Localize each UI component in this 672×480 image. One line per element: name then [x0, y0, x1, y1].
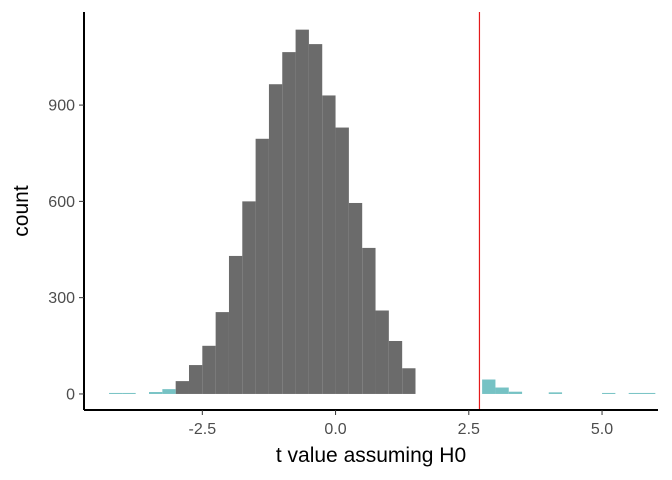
- histogram-bar: [322, 95, 336, 394]
- histogram-bar: [162, 389, 176, 394]
- histogram-bar: [122, 392, 136, 394]
- histogram-bar: [149, 392, 163, 394]
- x-axis-title: t value assuming H0: [276, 444, 466, 467]
- histogram-bar: [308, 44, 323, 394]
- x-tick-label: 0.0: [324, 421, 346, 438]
- histogram-bar: [362, 247, 376, 394]
- histogram-bar: [548, 392, 563, 394]
- histogram-bar: [335, 127, 349, 394]
- histogram-bar: [109, 392, 123, 394]
- y-tick-label: 600: [48, 194, 75, 211]
- histogram-bar: [602, 392, 616, 394]
- histogram-bar: [295, 29, 309, 394]
- histogram-bar: [375, 310, 389, 394]
- histogram-bar: [188, 365, 203, 394]
- histogram-bar: [482, 379, 496, 394]
- histogram-bar: [508, 391, 523, 394]
- histogram-bar: [268, 84, 283, 394]
- histogram-bar: [175, 381, 189, 394]
- histogram-bar: [495, 387, 509, 394]
- histogram-bar: [255, 138, 269, 394]
- histogram-bar: [242, 201, 256, 394]
- histogram-bar: [228, 255, 243, 394]
- histogram-bar: [642, 392, 656, 394]
- histogram-bar: [402, 368, 416, 394]
- histogram-bar: [348, 202, 363, 394]
- histogram-bar: [388, 340, 403, 394]
- histogram-bar: [202, 345, 216, 394]
- y-tick-label: 0: [66, 386, 75, 403]
- x-tick-label: 5.0: [591, 421, 613, 438]
- histogram-bar: [282, 52, 296, 394]
- histogram-bar: [215, 312, 229, 394]
- x-tick-label: 2.5: [458, 421, 480, 438]
- y-axis-title: count: [10, 185, 33, 237]
- y-tick-label: 300: [48, 290, 75, 307]
- axes-layer: [83, 12, 658, 411]
- histogram-bar: [628, 392, 643, 394]
- ticks-layer: -2.5 0.0 2.5 5.0 0 300 600 900: [48, 98, 613, 438]
- x-tick-label: -2.5: [189, 421, 217, 438]
- bars-layer: [109, 29, 656, 394]
- y-tick-label: 900: [48, 98, 75, 115]
